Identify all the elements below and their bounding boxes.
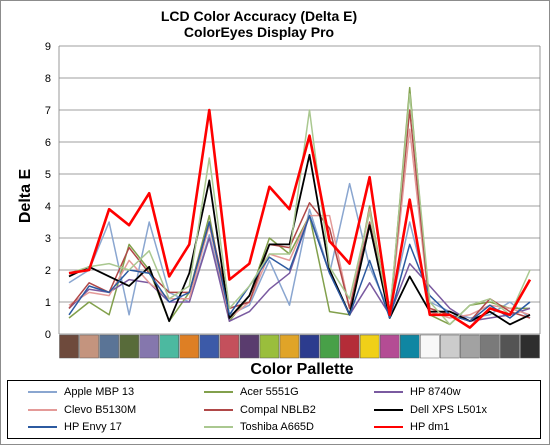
palette-swatch [179, 334, 200, 359]
series-lines [68, 86, 532, 329]
legend-item: Clevo B5130M [28, 402, 136, 418]
palette-swatch [319, 334, 340, 359]
palette-swatch [440, 334, 460, 359]
legend-label: Compal NBLB2 [240, 403, 316, 416]
chart-legend: Apple MBP 13 Acer 5551G HP 8740w Clevo B513… [7, 380, 541, 439]
legend-item: HP 8740w [374, 384, 461, 400]
legend-swatch [28, 408, 57, 411]
legend-item: Apple MBP 13 [28, 384, 134, 400]
palette-swatch [379, 334, 400, 359]
legend-label: Acer 5551G [240, 386, 299, 398]
y-tick-label: 5 [45, 169, 51, 181]
legend-label: HP Envy 17 [64, 421, 122, 433]
chart-title: LCD Color Accuracy (Delta E) [161, 8, 357, 24]
legend-label: Apple MBP 13 [64, 386, 135, 398]
y-tick-label: 9 [45, 41, 51, 53]
palette-swatch [420, 334, 440, 359]
legend-item: Acer 5551G [204, 384, 299, 400]
y-tick-label: 0 [45, 329, 51, 341]
palette-swatch [339, 334, 360, 359]
palette-swatch [119, 334, 139, 359]
palette-swatch [359, 334, 380, 359]
legend-item: Compal NBLB2 [204, 402, 316, 418]
y-tick-label: 7 [45, 105, 51, 117]
y-tick-label: 3 [45, 233, 51, 245]
palette-swatch [399, 334, 420, 359]
legend-swatch [204, 426, 233, 428]
palette-swatch [460, 334, 480, 359]
legend-label: Toshiba A665D [240, 421, 314, 433]
palette-swatch [520, 334, 540, 359]
palette-swatch [219, 334, 240, 359]
y-tick-label: 8 [45, 73, 51, 85]
gridlines [58, 45, 541, 335]
legend-item: HP Envy 17 [28, 419, 122, 435]
legend-swatch [374, 426, 403, 428]
legend-swatch [374, 408, 403, 411]
legend-label: HP 8740w [410, 386, 461, 398]
palette-swatch [139, 334, 159, 359]
palette-swatch [500, 334, 520, 359]
palette-swatch [199, 334, 220, 359]
y-tick-label: 6 [45, 137, 51, 149]
series-line [68, 108, 532, 329]
palette-swatch [59, 334, 79, 359]
palette-swatch [299, 334, 320, 359]
series-line [68, 153, 531, 326]
y-tick-label: 2 [45, 265, 51, 277]
legend-label: Dell XPS L501x [410, 403, 488, 416]
palette-swatch [79, 334, 99, 359]
legend-label: Clevo B5130M [64, 403, 137, 416]
color-palette-swatches [59, 334, 540, 359]
legend-swatch [204, 408, 233, 411]
legend-item: HP dm1 [374, 419, 450, 435]
palette-swatch [259, 334, 280, 359]
y-tick-label: 4 [45, 201, 51, 213]
series-line [68, 214, 531, 322]
series-line [68, 214, 531, 322]
legend-item: Dell XPS L501x [374, 402, 487, 418]
x-axis-title: Color Pallette [250, 361, 353, 378]
legend-swatch [28, 391, 57, 393]
legend-label: HP dm1 [410, 421, 450, 433]
palette-swatch [239, 334, 260, 359]
palette-swatch [480, 334, 500, 359]
series-line [68, 182, 531, 319]
y-tick-labels: 0 1 2 3 4 5 6 7 8 9 [45, 41, 51, 341]
legend-swatch [374, 391, 403, 393]
y-axis-title: Delta E [17, 169, 34, 224]
legend-swatch [204, 391, 233, 393]
palette-swatch [159, 334, 179, 359]
y-tick-label: 1 [45, 297, 51, 309]
palette-swatch [99, 334, 119, 359]
palette-swatch [279, 334, 300, 359]
chart-subtitle: ColorEyes Display Pro [184, 24, 334, 40]
series-line [68, 93, 531, 326]
legend-item: Toshiba A665D [204, 419, 314, 435]
legend-swatch [28, 426, 57, 428]
